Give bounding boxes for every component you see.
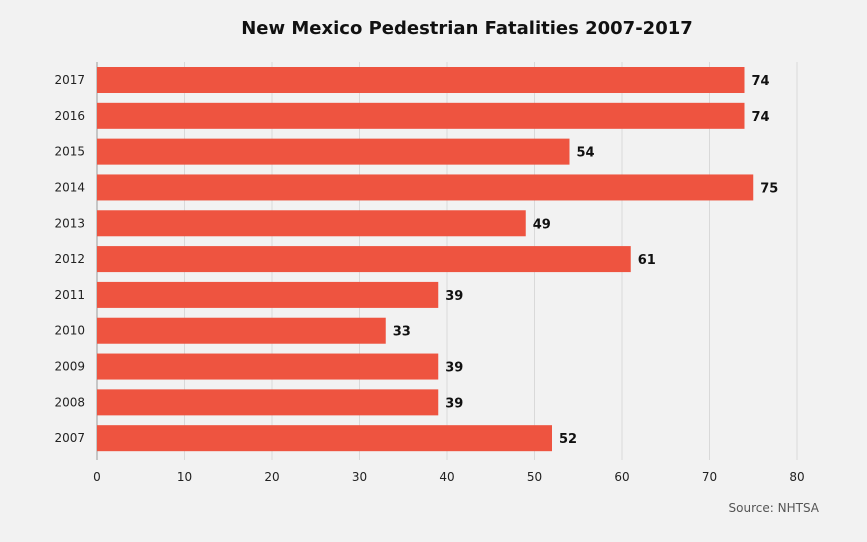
bar-2011 xyxy=(97,281,439,308)
category-label: 2014 xyxy=(54,180,85,194)
chart-title: New Mexico Pedestrian Fatalities 2007-20… xyxy=(241,18,693,39)
x-tick-label: 10 xyxy=(177,470,192,484)
x-tick-label: 0 xyxy=(93,470,101,484)
category-label: 2012 xyxy=(54,252,85,266)
category-label: 2010 xyxy=(54,324,85,338)
x-tick-label: 20 xyxy=(264,470,279,484)
data-label: 61 xyxy=(638,253,656,268)
category-label: 2017 xyxy=(54,73,85,87)
category-label: 2013 xyxy=(54,216,85,230)
bar-2017 xyxy=(97,67,745,93)
data-label: 74 xyxy=(752,74,770,89)
data-label: 75 xyxy=(760,181,778,196)
source-note: Source: NHTSA xyxy=(728,501,819,515)
x-tick-label: 30 xyxy=(352,470,367,484)
bar-2016 xyxy=(97,102,745,129)
x-tick-label: 70 xyxy=(702,470,717,484)
bars xyxy=(97,67,754,452)
bar-2009 xyxy=(97,353,439,380)
x-tick-label: 50 xyxy=(527,470,542,484)
x-tick-label: 60 xyxy=(614,470,629,484)
bar-2010 xyxy=(97,317,386,344)
data-label: 39 xyxy=(445,289,463,304)
bar-2007 xyxy=(97,425,552,452)
data-label: 39 xyxy=(445,361,463,376)
data-label: 33 xyxy=(393,325,411,340)
x-tick-label: 40 xyxy=(439,470,454,484)
bar-2008 xyxy=(97,389,439,416)
bar-2012 xyxy=(97,246,631,273)
bar-2015 xyxy=(97,138,570,165)
category-label: 2008 xyxy=(54,395,85,409)
data-label: 39 xyxy=(445,396,463,411)
category-label: 2011 xyxy=(54,288,85,302)
bar-2014 xyxy=(97,174,754,201)
data-label: 52 xyxy=(559,432,577,447)
category-label: 2009 xyxy=(54,360,85,374)
bar-2013 xyxy=(97,210,526,237)
category-label: 2016 xyxy=(54,109,85,123)
labels: 0 10 20 30 40 50 60 70 80 2017 74 2016 74 2015 54 2014 7… xyxy=(54,73,804,484)
data-label: 74 xyxy=(752,110,770,125)
data-label: 49 xyxy=(533,217,551,232)
category-label: 2015 xyxy=(54,145,85,159)
x-tick-label: 80 xyxy=(789,470,804,484)
category-label: 2007 xyxy=(54,431,85,445)
data-label: 54 xyxy=(577,146,595,161)
